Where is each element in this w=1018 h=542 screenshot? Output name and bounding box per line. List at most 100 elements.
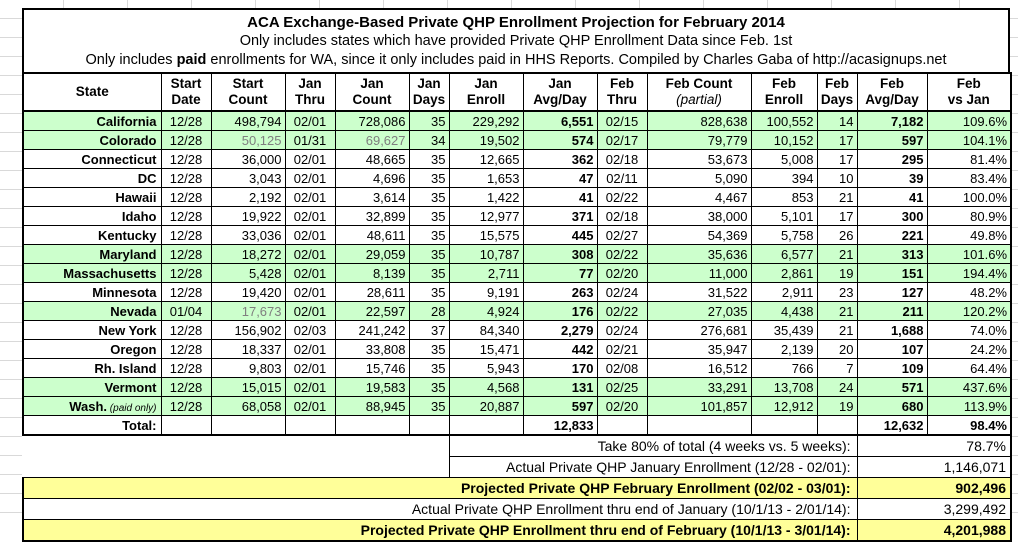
cell-jan_count: 4,696 [334,168,410,188]
summary-label: Take 80% of total (4 weeks vs. 5 weeks): [448,434,858,457]
summary-value: 78.7% [856,434,1012,457]
cell-feb_enroll: 10,152 [750,130,818,150]
column-header-feb_vs_jan: Feb vs Jan [926,72,1012,112]
cell-feb_thru: 02/22 [596,244,648,264]
cell-feb_avg_day: 313 [856,244,928,264]
cell-jan_enroll: 4,568 [448,377,524,397]
cell-jan_days: 35 [408,168,450,188]
cell-jan_avg_day: 47 [522,168,598,188]
cell-jan_days: 35 [408,358,450,378]
cell-feb_vs_jan: 113.9% [926,396,1012,416]
cell-feb_vs_jan: 194.4% [926,263,1012,283]
cell-feb_vs_jan: 83.4% [926,168,1012,188]
cell-jan_enroll: 10,787 [448,244,524,264]
cell-jan_count: 15,746 [334,358,410,378]
cell-state: Hawaii [22,187,162,207]
table-row: Wash. (paid only) 12/28 68,058 02/01 88,945 3… [22,396,1012,416]
table-subtitle-2: Only includes paid enrollments for WA, s… [24,51,1008,70]
cell-start_date: 12/28 [160,244,212,264]
table-row: Kentucky 12/28 33,036 02/01 48,611 35 15,575 44… [22,225,1012,245]
table-row: Connecticut 12/28 36,000 02/01 48,665 35 12,66… [22,149,1012,169]
cell-start_count: 19,420 [210,282,286,302]
cell-jan_thru: 02/01 [284,187,336,207]
cell-feb_enroll: 6,577 [750,244,818,264]
cell-start_count: 156,902 [210,320,286,340]
cell-feb_avg_day: 680 [856,396,928,416]
summary-rows: Take 80% of total (4 weeks vs. 5 weeks):… [22,434,1012,542]
cell-jan_avg_day: 176 [522,301,598,321]
summary-row: Actual Private QHP Enrollment thru end o… [22,498,1012,520]
cell-feb_count: 35,947 [646,339,752,359]
column-header-feb_days: Feb Days [816,72,858,112]
cell-jan_thru: 02/01 [284,225,336,245]
cell-jan_avg_day: 442 [522,339,598,359]
cell-feb_vs_jan: 74.0% [926,320,1012,340]
cell-feb_vs_jan: 24.2% [926,339,1012,359]
cell-jan_enroll: 12,977 [448,206,524,226]
column-header-jan_thru: Jan Thru [284,72,336,112]
cell-jan_avg_day: 6,551 [522,110,598,131]
cell-state: Connecticut [22,149,162,169]
summary-value: 1,146,071 [856,456,1012,478]
cell-jan_days: 34 [408,130,450,150]
cell-feb_count: 101,857 [646,396,752,416]
cell-start_date: 12/28 [160,396,212,416]
cell-start_count [210,415,286,436]
cell-jan_days [408,415,450,436]
cell-feb_days: 20 [816,339,858,359]
table-row: DC 12/28 3,043 02/01 4,696 35 1,653 47 02/11 5,09… [22,168,1012,188]
cell-jan_thru [284,415,336,436]
column-header-feb_enroll: Feb Enroll [750,72,818,112]
table-row: Oregon 12/28 18,337 02/01 33,808 35 15,471 442 0… [22,339,1012,359]
cell-feb_thru: 02/25 [596,377,648,397]
column-header-feb_thru: Feb Thru [596,72,648,112]
cell-jan_avg_day: 445 [522,225,598,245]
cell-feb_days [816,415,858,436]
cell-jan_count: 88,945 [334,396,410,416]
cell-start_count: 50,125 [210,130,286,150]
cell-jan_count [334,415,410,436]
spreadsheet: ACA Exchange-Based Private QHP Enrollmen… [22,8,1012,542]
enrollment-table: State Start Date Start Count Jan Thru Jan Count J… [22,72,1012,542]
cell-feb_thru: 02/21 [596,339,648,359]
cell-jan_thru: 02/01 [284,339,336,359]
cell-jan_avg_day: 308 [522,244,598,264]
cell-jan_enroll [448,415,524,436]
cell-jan_avg_day: 574 [522,130,598,150]
cell-feb_avg_day: 300 [856,206,928,226]
cell-jan_thru: 02/01 [284,206,336,226]
cell-feb_enroll: 4,438 [750,301,818,321]
header-row: State Start Date Start Count Jan Thru Jan Count J… [22,72,1012,112]
cell-feb_vs_jan: 101.6% [926,244,1012,264]
cell-feb_enroll: 5,758 [750,225,818,245]
summary-value: 3,299,492 [856,498,1012,520]
cell-feb_days: 7 [816,358,858,378]
cell-feb_thru: 02/20 [596,263,648,283]
column-header-jan_count: Jan Count [334,72,410,112]
column-header-start_date: Start Date [160,72,212,112]
cell-start_date: 12/28 [160,377,212,397]
cell-feb_enroll: 35,439 [750,320,818,340]
column-header-feb_avg_day: Feb Avg/Day [856,72,928,112]
cell-start_count: 36,000 [210,149,286,169]
cell-jan_thru: 02/01 [284,282,336,302]
cell-feb_avg_day: 151 [856,263,928,283]
cell-feb_avg_day: 221 [856,225,928,245]
cell-feb_days: 21 [816,244,858,264]
cell-jan_avg_day: 597 [522,396,598,416]
column-header-jan_enroll: Jan Enroll [448,72,524,112]
cell-jan_count: 33,808 [334,339,410,359]
cell-jan_enroll: 5,943 [448,358,524,378]
cell-state: Colorado [22,130,162,150]
cell-jan_days: 35 [408,263,450,283]
subtitle2-text: Only includes [85,52,177,68]
table-subtitle-1: Only includes states which have provided… [239,33,793,49]
cell-start_date: 12/28 [160,187,212,207]
cell-feb_days: 17 [816,149,858,169]
cell-state: Oregon [22,339,162,359]
cell-feb_vs_jan: 100.0% [926,187,1012,207]
table-row: Nevada 01/04 17,673 02/01 22,597 28 4,924 176 02… [22,301,1012,321]
cell-jan_thru: 02/01 [284,168,336,188]
cell-feb_avg_day: 295 [856,149,928,169]
state-rows: California 12/28 498,794 02/01 728,086 35 229,… [22,110,1012,436]
